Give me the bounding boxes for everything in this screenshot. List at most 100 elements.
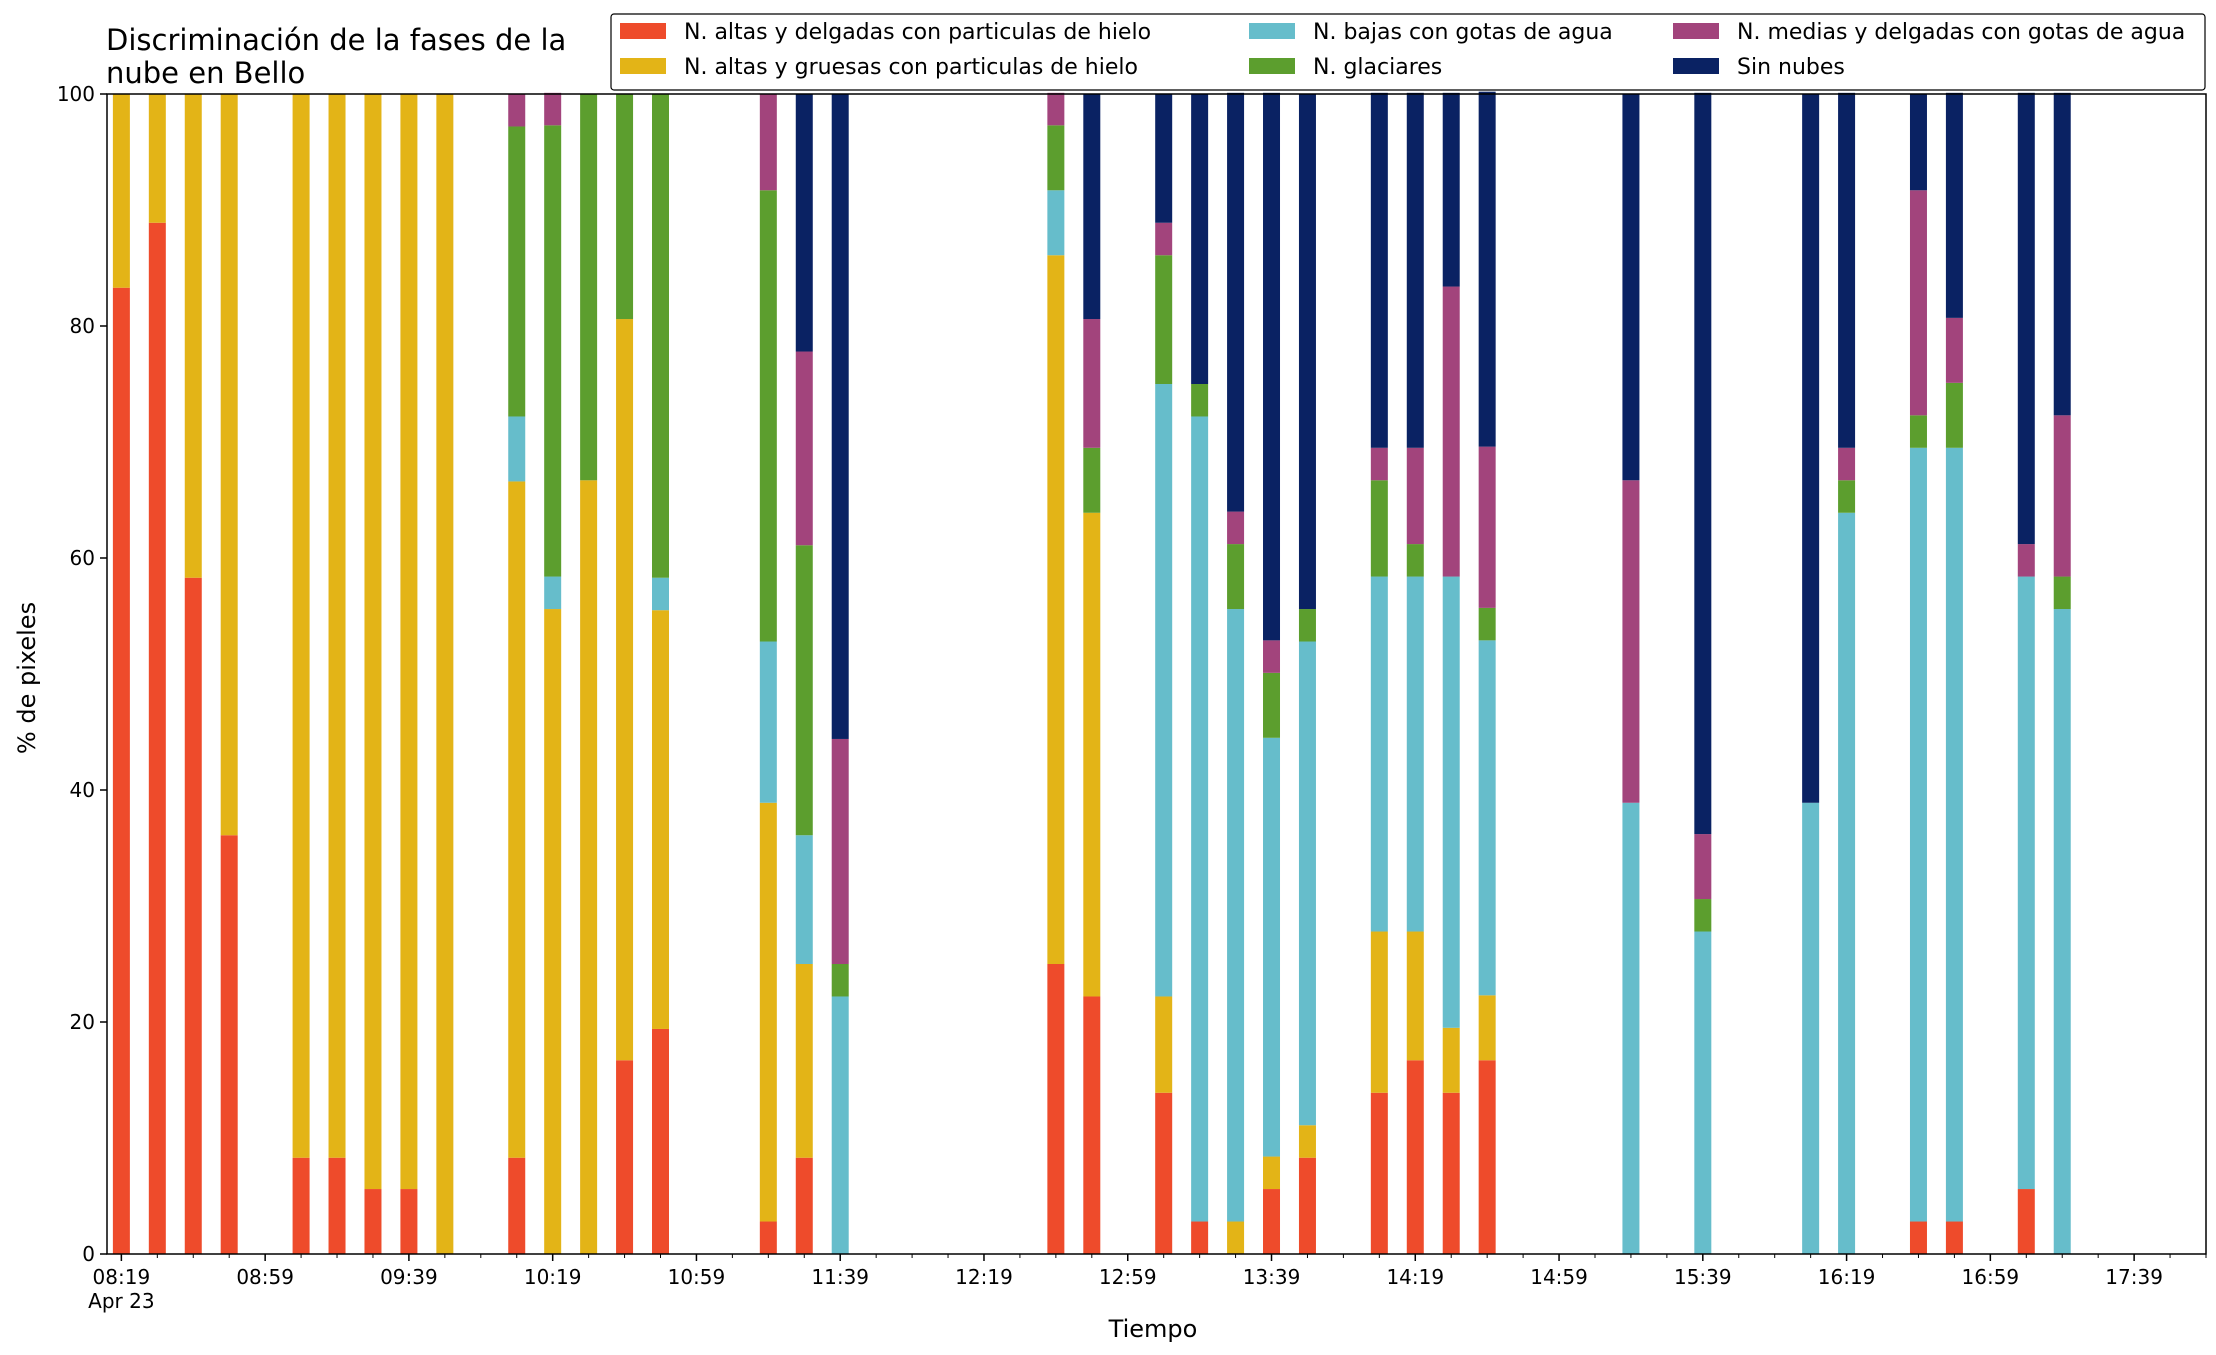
bar-segment [1945,317,1963,383]
chart-title-line-1: Discriminación de la fases de la [106,23,566,57]
bar-segment [1083,319,1101,448]
bar-segment [364,94,382,1190]
legend-label: N. medias y delgadas con gotas de agua [1737,20,2185,45]
bar-segment [508,416,526,482]
x-tick-label: 16:59 [1962,1265,2020,1289]
bar-segment [759,1221,777,1254]
bar-segment [1694,931,1712,1254]
bar-segment [1083,512,1101,997]
legend-swatch [1249,23,1295,39]
legend-label: Sin nubes [1737,55,1845,80]
bar-segment [1047,92,1065,126]
bar-segment [1909,447,1927,1222]
bar-segment [616,94,634,320]
bar-segment [831,94,849,739]
bar-segment [184,577,202,1254]
bar-segment [1155,94,1173,223]
plot-frame [106,93,2207,1255]
x-tick-label: 13:39 [1243,1265,1301,1289]
bar-segment [1838,447,1856,481]
bar-segment [1838,92,1856,448]
bar-segment [1370,447,1388,481]
bar-segment [1370,1092,1388,1254]
bar-segment [1083,447,1101,513]
bar-segment [795,964,813,1158]
bar-segment [1478,640,1496,996]
bar-segment [1478,995,1496,1061]
legend-swatch [620,23,666,39]
bar-segment [1945,1221,1963,1254]
bar-segment [1370,576,1388,932]
chart-title-line-2: nube en Bello [106,56,305,90]
bar-segment [1083,94,1101,320]
bar-segment [508,1157,526,1254]
legend-swatch [1249,58,1295,74]
legend: N. altas y delgadas con particulas de hi… [610,13,2206,91]
bar-segment [508,94,526,127]
bar-segment [1478,446,1496,608]
legend-box [610,13,2206,91]
bar-segment [1263,1156,1281,1190]
bar-segment [1838,512,1856,1254]
bar-segment [1945,382,1963,448]
bar-segment [1909,1221,1927,1254]
x-tick-label: 12:19 [955,1265,1013,1289]
legend-swatch [1673,23,1719,39]
bar-segment [544,576,562,610]
bar-segment [1155,996,1173,1093]
bar-segment [2017,576,2035,1190]
x-axis-label: Tiempo [1108,1315,1198,1343]
bar-segment [1047,964,1065,1254]
bar-segment [1298,1125,1316,1158]
bar-segment [1909,190,1927,416]
bar-segment [2053,415,2071,577]
bar-segment [1406,1060,1424,1254]
bar-segment [1370,480,1388,577]
x-tick-label: 11:39 [811,1265,869,1289]
bar-segment [508,481,526,1158]
bar-segment [1442,92,1460,287]
bar-segment [831,738,849,964]
y-tick-label: 80 [70,314,95,338]
x-tick-label: 14:19 [1386,1265,1444,1289]
bar-segment [292,1157,310,1254]
bar-segment [1406,576,1424,932]
bar-segment [795,351,813,546]
bar-segment [1191,384,1209,417]
bar-segment [616,1060,634,1254]
bar-segment [112,94,130,288]
bar-segment [759,94,777,191]
bar-segment [184,94,202,578]
y-tick-label: 0 [82,1242,95,1266]
bar-segment [1442,1092,1460,1254]
y-axis: 0 20 40 60 80 100 [57,82,107,1266]
bar-segment [1370,931,1388,1093]
bar-segment [652,94,669,578]
bar-segment [400,94,418,1190]
bar-segment [1227,609,1245,1222]
bar-segment [328,1157,346,1254]
bar-segment [1945,447,1963,1222]
y-tick-label: 60 [70,546,95,570]
bar-segment [652,1028,669,1254]
bar-segment [1406,931,1424,1061]
bar-segment [2053,609,2071,1254]
bar-segment [1909,415,1927,448]
bar-segment [1622,94,1640,481]
bar-segment [220,835,238,1254]
bar-segment [1442,1027,1460,1093]
bar-segment [1191,416,1209,1222]
bar-segment [1227,92,1245,512]
bar-segment [1478,607,1496,641]
bar-segment [1263,672,1281,738]
bar-segment [1478,91,1496,447]
bar-segment [1191,1221,1209,1254]
bar-segment [1263,737,1281,1157]
bar-segment [148,222,166,1254]
bar-segment [148,94,166,223]
legend-swatch [1673,58,1719,74]
bar-segment [759,802,777,1222]
bar-segment [544,92,562,126]
bar-segment [1909,94,1927,191]
